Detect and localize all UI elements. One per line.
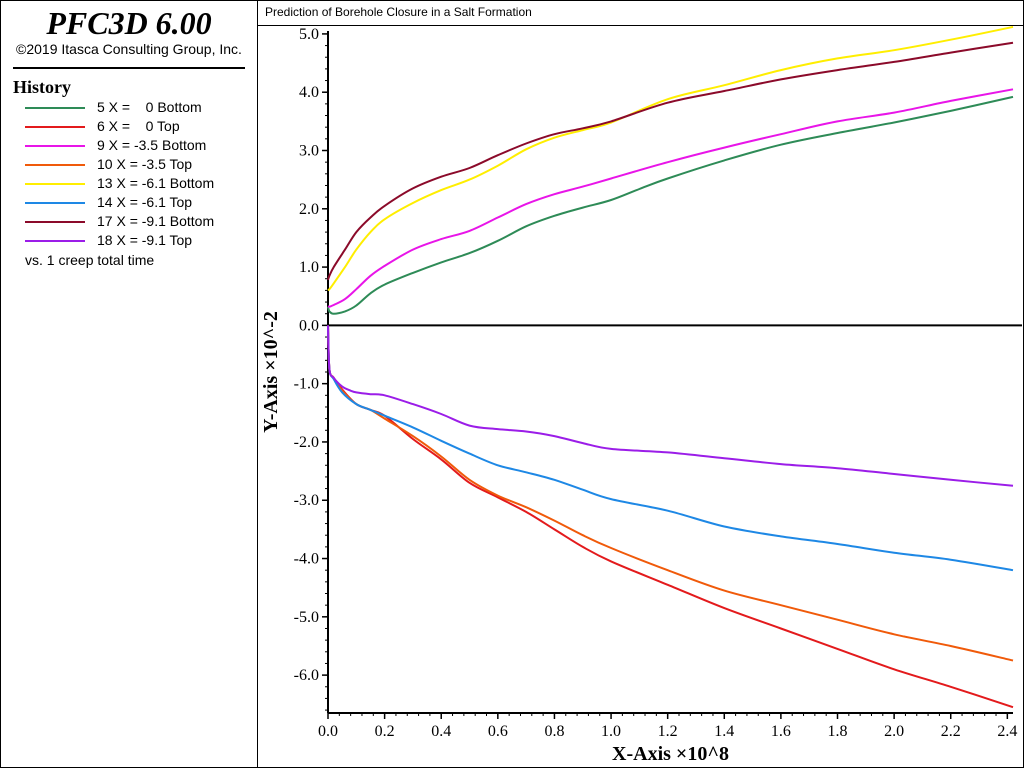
title-divider [13,67,245,69]
x-tick-label: 0.8 [544,723,564,740]
legend-swatch [25,183,85,185]
y-tick-label: 4.0 [299,84,319,101]
series-line-3 [327,325,1014,662]
legend-label: 18 X = -9.1 Top [97,232,193,248]
chart-title-bar: Prediction of Borehole Closure in a Salt… [258,1,1023,26]
y-tick-label: -6.0 [294,667,319,684]
series-line-0 [327,95,1014,315]
series-line-5 [327,325,1014,572]
y-tick-label: -1.0 [294,376,319,393]
history-heading: History [13,77,71,97]
legend-label: 13 X = -6.1 Bottom [97,175,215,191]
chart-title: Prediction of Borehole Closure in a Salt… [265,5,532,19]
legend-swatch [25,202,85,204]
legend-label: 10 X = -3.5 Top [97,156,193,172]
series-line-2 [327,88,1014,308]
series-line-4 [327,25,1014,292]
series-line-6 [327,41,1014,281]
legend-swatch [25,164,85,166]
y-tick-label: -3.0 [294,492,319,509]
x-tick-label: 2.4 [997,723,1017,740]
series-line-7 [327,325,1014,487]
x-tick-label: 0.0 [318,723,338,740]
y-tick-label: 0.0 [299,317,319,334]
legend-label: 14 X = -6.1 Top [97,194,193,210]
legend-label: 5 X = 0 Bottom [97,99,202,115]
legend-swatch [25,145,85,147]
legend-label: 9 X = -3.5 Bottom [97,137,207,153]
x-tick-label: 2.2 [941,723,961,740]
y-tick-label: 1.0 [299,259,319,276]
y-tick-label: 3.0 [299,142,319,159]
legend-swatch [25,240,85,242]
y-tick-label: 5.0 [299,26,319,43]
y-axis-title: Y-Axis ×10^-2 [260,311,282,433]
x-tick-label: 1.8 [828,723,848,740]
x-tick-label: 1.2 [658,723,678,740]
legend-label: 6 X = 0 Top [97,118,180,134]
legend-swatch [25,126,85,128]
legend-label: 17 X = -9.1 Bottom [97,213,215,229]
x-tick-label: 1.6 [771,723,791,740]
legend-swatch [25,221,85,223]
x-tick-label: 0.4 [431,723,451,740]
y-tick-label: -5.0 [294,609,319,626]
copyright-text: ©2019 Itasca Consulting Group, Inc. [16,41,242,57]
x-axis-title: X-Axis ×10^8 [612,743,729,765]
history-vs-label: vs. 1 creep total time [25,252,155,268]
plot-area: 5.0 4.0 3.0 2.0 1.0 0.0 -1.0 -2.0 -3.0 -4.0 -5.0 -6… [260,25,1022,765]
x-tick-label: 0.2 [375,723,395,740]
x-tick-label: 1.0 [601,723,621,740]
series-line-1 [327,325,1014,709]
legend-swatch [25,107,85,109]
x-tick-label: 0.6 [488,723,508,740]
legend-panel: PFC3D 6.00 ©2019 Itasca Consulting Group… [1,1,258,767]
x-tick-label: 1.4 [714,723,734,740]
y-tick-label: 2.0 [299,201,319,218]
y-tick-label: -4.0 [294,551,319,568]
y-tick-label: -2.0 [294,434,319,451]
x-tick-label: 2.0 [884,723,904,740]
app-title: PFC3D 6.00 [46,5,212,41]
